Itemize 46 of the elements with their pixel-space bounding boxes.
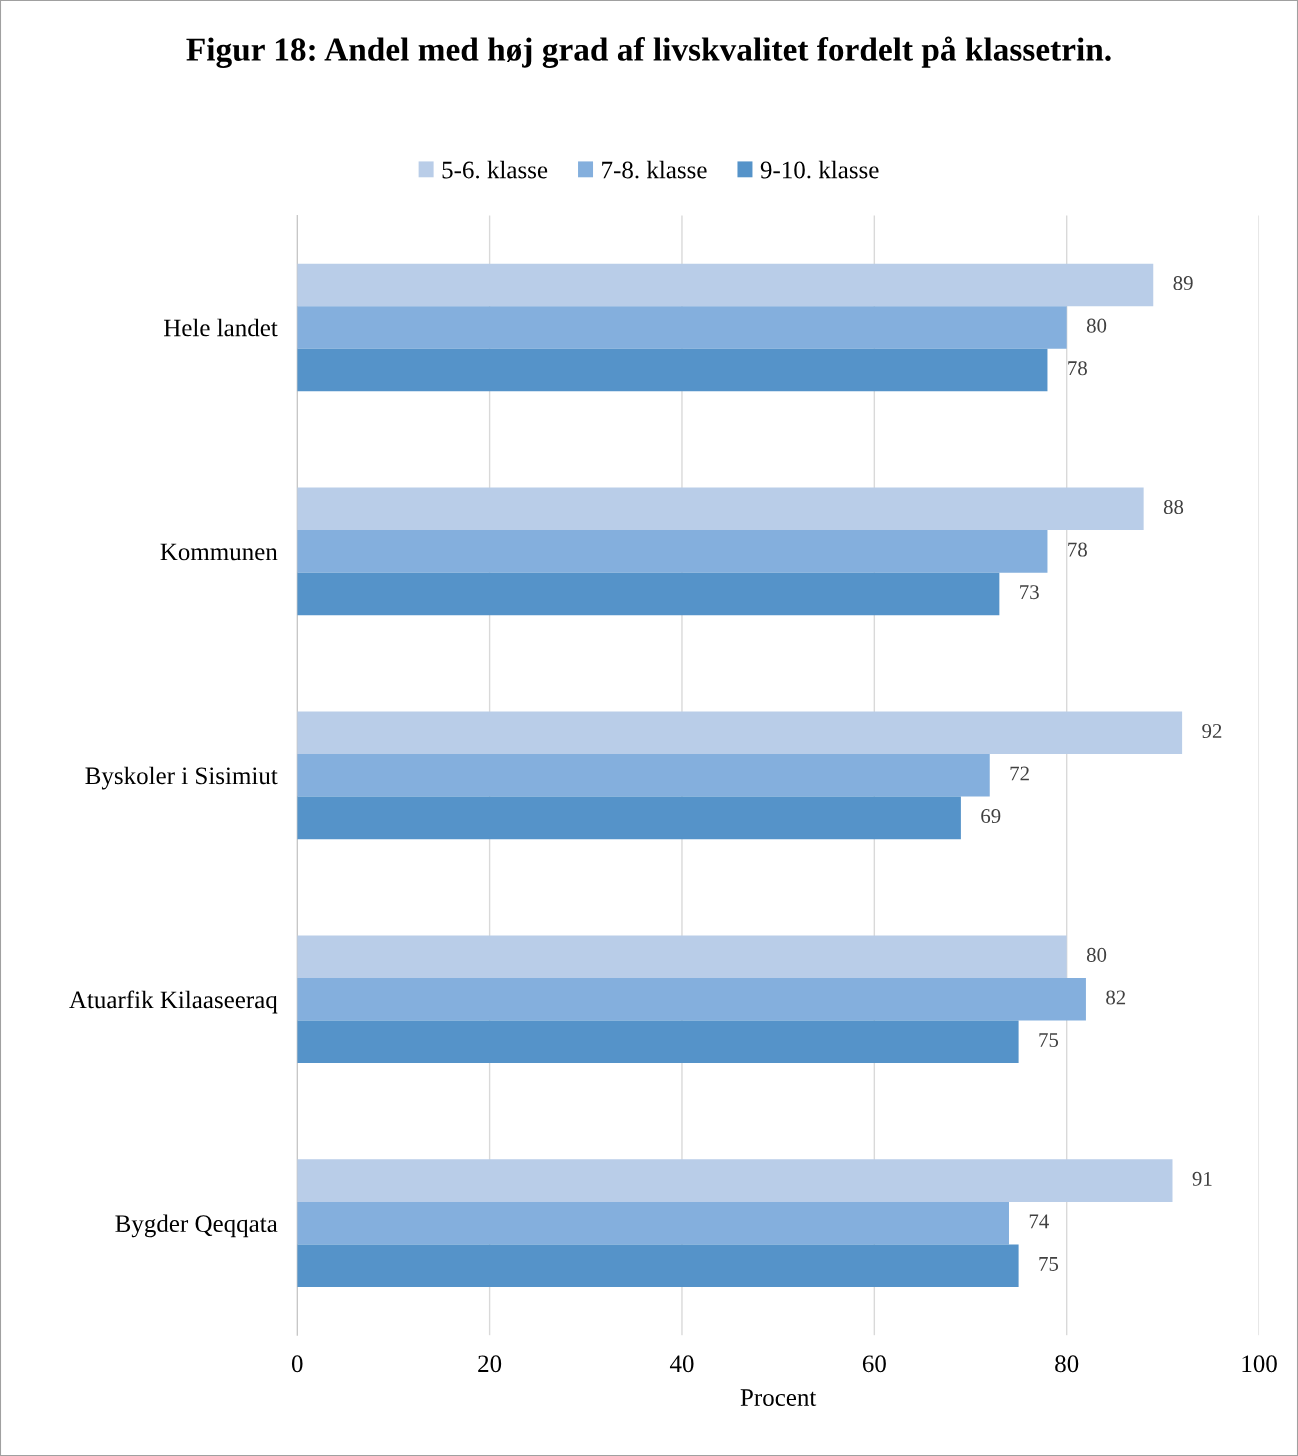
x-axis-title: Procent [740,1389,817,1406]
bar [297,935,1067,978]
bar [297,348,1048,392]
bar [297,1201,1009,1245]
x-tick-label: 60 [862,1355,886,1373]
y-tick-label: Hele landet [163,318,278,337]
bar [297,1020,1019,1064]
bar [297,977,1086,1021]
data-label: 75 [1039,1257,1059,1271]
bar [297,711,1183,755]
data-label: 92 [1202,723,1222,738]
x-tick-label: 0 [291,1355,303,1373]
data-label: 72 [1010,766,1029,781]
data-label: 89 [1173,276,1193,291]
y-tick-label: Byskoler i Sisimiut [85,766,278,790]
bar [297,487,1144,531]
y-tick-label: Kommunen [160,543,278,561]
data-label: 91 [1192,1171,1212,1186]
bar [297,263,1154,307]
data-label: 69 [981,809,1001,824]
x-tick-label: 40 [669,1355,694,1373]
legend-label: 5-6. klasse [442,160,548,179]
data-label: 80 [1086,318,1107,333]
chart-title: Figur 18: Andel med høj grad af livskvalitet fordelt på klassetrin. [186,36,1111,68]
x-tick-label: 20 [478,1355,502,1373]
y-tick-label: Atuarfik Kilaaseeraq [69,990,278,1014]
bar [297,754,990,797]
y-tick-label: Bygder Qeqqata [115,1214,278,1238]
data-label: 88 [1163,500,1184,515]
data-label: 74 [1029,1214,1049,1229]
bar [297,306,1067,349]
bar [297,1244,1019,1288]
data-label: 75 [1039,1033,1059,1048]
data-label: 78 [1068,361,1087,376]
data-label: 78 [1068,542,1087,557]
data-label: 80 [1086,947,1107,962]
legend-label: 7-8. klasse [602,160,707,179]
bar [297,1159,1173,1202]
data-label: 73 [1020,585,1039,600]
bar [297,572,1000,616]
x-tick-label: 100 [1242,1355,1277,1373]
data-label: 82 [1106,990,1126,1005]
bar [297,530,1048,573]
x-tick-label: 80 [1055,1355,1079,1373]
bar [297,796,961,840]
legend-label: 9-10. klasse [760,160,879,179]
